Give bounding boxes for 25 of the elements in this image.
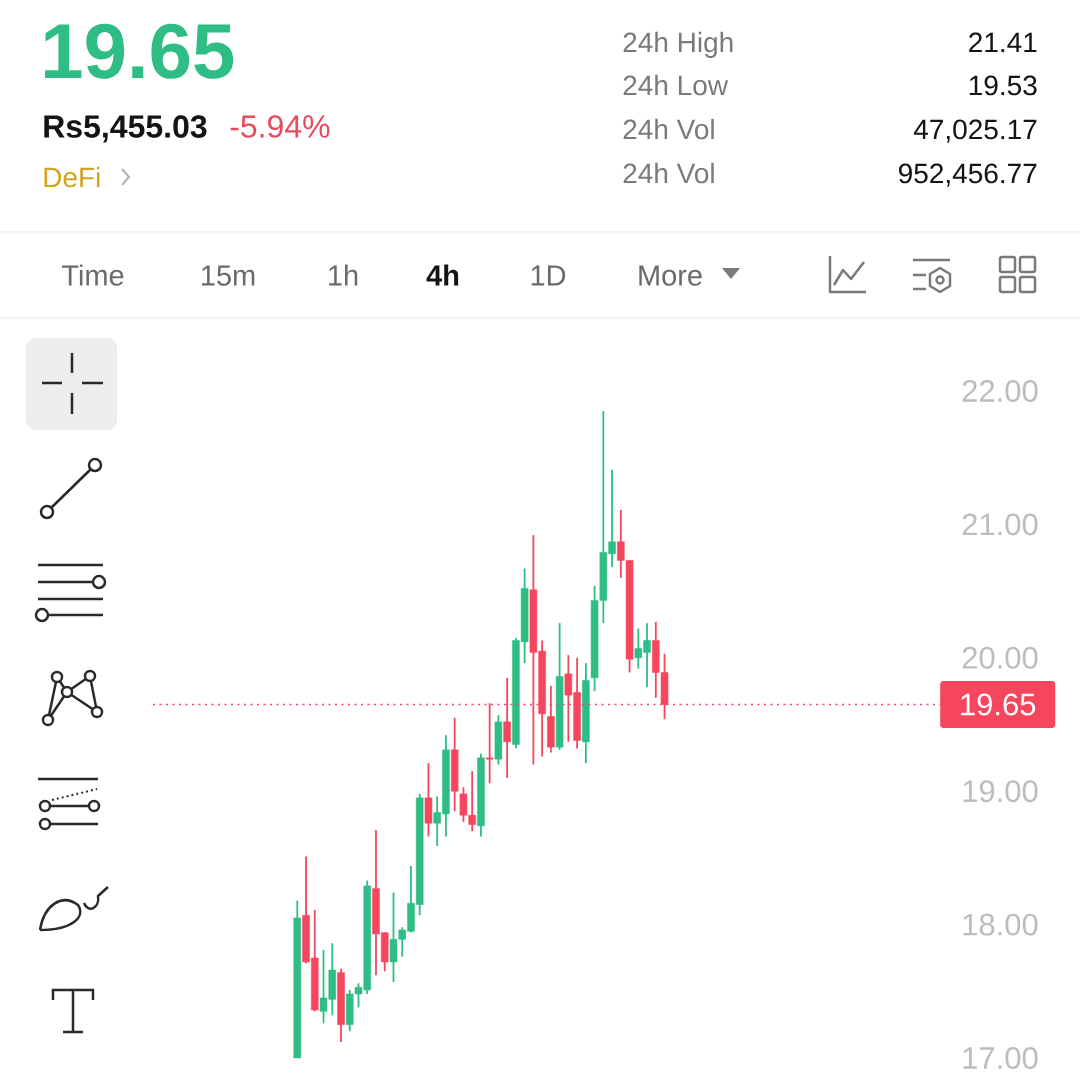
text: 952,456.77 [898, 163, 1037, 187]
y-tick-label: 19.00 [963, 780, 1038, 803]
text: 4h [426, 264, 459, 286]
y-tick-label: 20.00 [962, 646, 1038, 669]
y-tick-label: 22.00 [962, 380, 1038, 402]
text: More [639, 265, 702, 286]
text: -5.94% [230, 115, 330, 138]
text: Rs5,455.03 [44, 115, 207, 143]
text: 24h Low [623, 74, 729, 96]
text: 24h Vol [623, 162, 714, 184]
text: 24h Vol [623, 118, 714, 140]
y-tick-label: 17.00 [963, 1047, 1038, 1069]
text: DeFi [44, 166, 100, 188]
text: Time [61, 264, 124, 286]
y-tick-label: 18.00 [963, 913, 1038, 936]
text: 24h High [623, 31, 733, 58]
y-tick-label: 21.00 [962, 513, 1038, 536]
ref-line-label: 19.65 [961, 693, 1036, 716]
text: 19.53 [969, 75, 1037, 96]
text: 47,025.17 [913, 119, 1037, 143]
text: 1D [531, 265, 566, 286]
text: 15m [202, 265, 255, 286]
text: 21.41 [969, 32, 1037, 53]
text: 1h [329, 264, 358, 286]
chart-title: 19.65 [45, 23, 234, 79]
